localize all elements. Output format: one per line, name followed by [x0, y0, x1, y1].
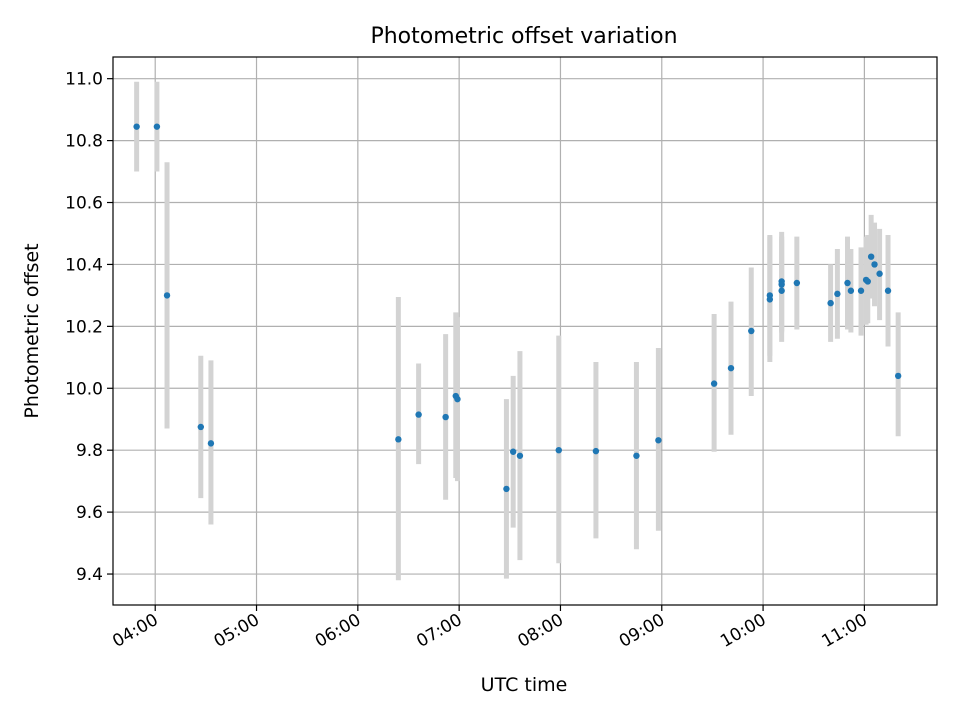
- y-axis: 9.4 9.6 9.8 10.0 10.2 10.4 10.6 10.8 11.0: [65, 70, 113, 585]
- y-tick-label: 11.0: [65, 70, 103, 90]
- grid: [113, 57, 937, 605]
- y-tick-label: 10.4: [65, 255, 103, 275]
- data-point: [894, 372, 902, 380]
- data-point: [516, 452, 524, 459]
- data-point: [864, 278, 871, 285]
- x-axis-label: UTC time: [481, 674, 568, 696]
- data-point: [748, 327, 755, 335]
- data-point: [778, 287, 785, 294]
- data-point: [844, 279, 851, 287]
- data-point: [163, 292, 171, 299]
- y-tick-label: 9.4: [76, 565, 103, 585]
- data-point: [592, 447, 600, 455]
- data-point: [884, 287, 892, 294]
- data-point: [778, 281, 785, 288]
- data-point: [442, 413, 449, 421]
- data-points: [133, 123, 902, 493]
- data-point: [633, 452, 640, 459]
- data-point: [555, 446, 562, 454]
- y-tick-label: 10.6: [65, 194, 103, 214]
- data-point: [655, 437, 662, 444]
- data-point: [834, 290, 841, 298]
- plot-frame: [112, 56, 938, 606]
- data-point: [793, 279, 801, 287]
- data-point: [395, 436, 402, 443]
- y-tick-label: 9.6: [76, 503, 103, 523]
- y-tick-label: 10.0: [65, 379, 103, 399]
- data-point: [509, 448, 517, 455]
- data-point: [710, 380, 718, 387]
- data-point: [415, 411, 422, 418]
- data-point: [876, 270, 883, 277]
- y-axis-label: Photometric offset: [21, 243, 43, 418]
- data-point: [727, 364, 735, 372]
- data-point: [847, 287, 855, 294]
- data-point: [827, 299, 834, 307]
- data-point: [867, 253, 875, 260]
- data-point: [133, 123, 140, 130]
- y-tick-label: 9.8: [76, 441, 103, 461]
- y-tick-label: 10.8: [65, 132, 103, 152]
- data-point: [857, 287, 865, 294]
- y-tick-label: 10.2: [65, 317, 103, 337]
- data-point: [153, 123, 161, 130]
- data-point: [197, 423, 205, 431]
- data-point: [207, 440, 215, 447]
- data-point: [766, 296, 774, 303]
- data-point: [454, 395, 461, 403]
- data-point: [503, 485, 510, 493]
- data-point: [871, 261, 878, 268]
- chart-title: Photometric offset variation: [370, 24, 677, 49]
